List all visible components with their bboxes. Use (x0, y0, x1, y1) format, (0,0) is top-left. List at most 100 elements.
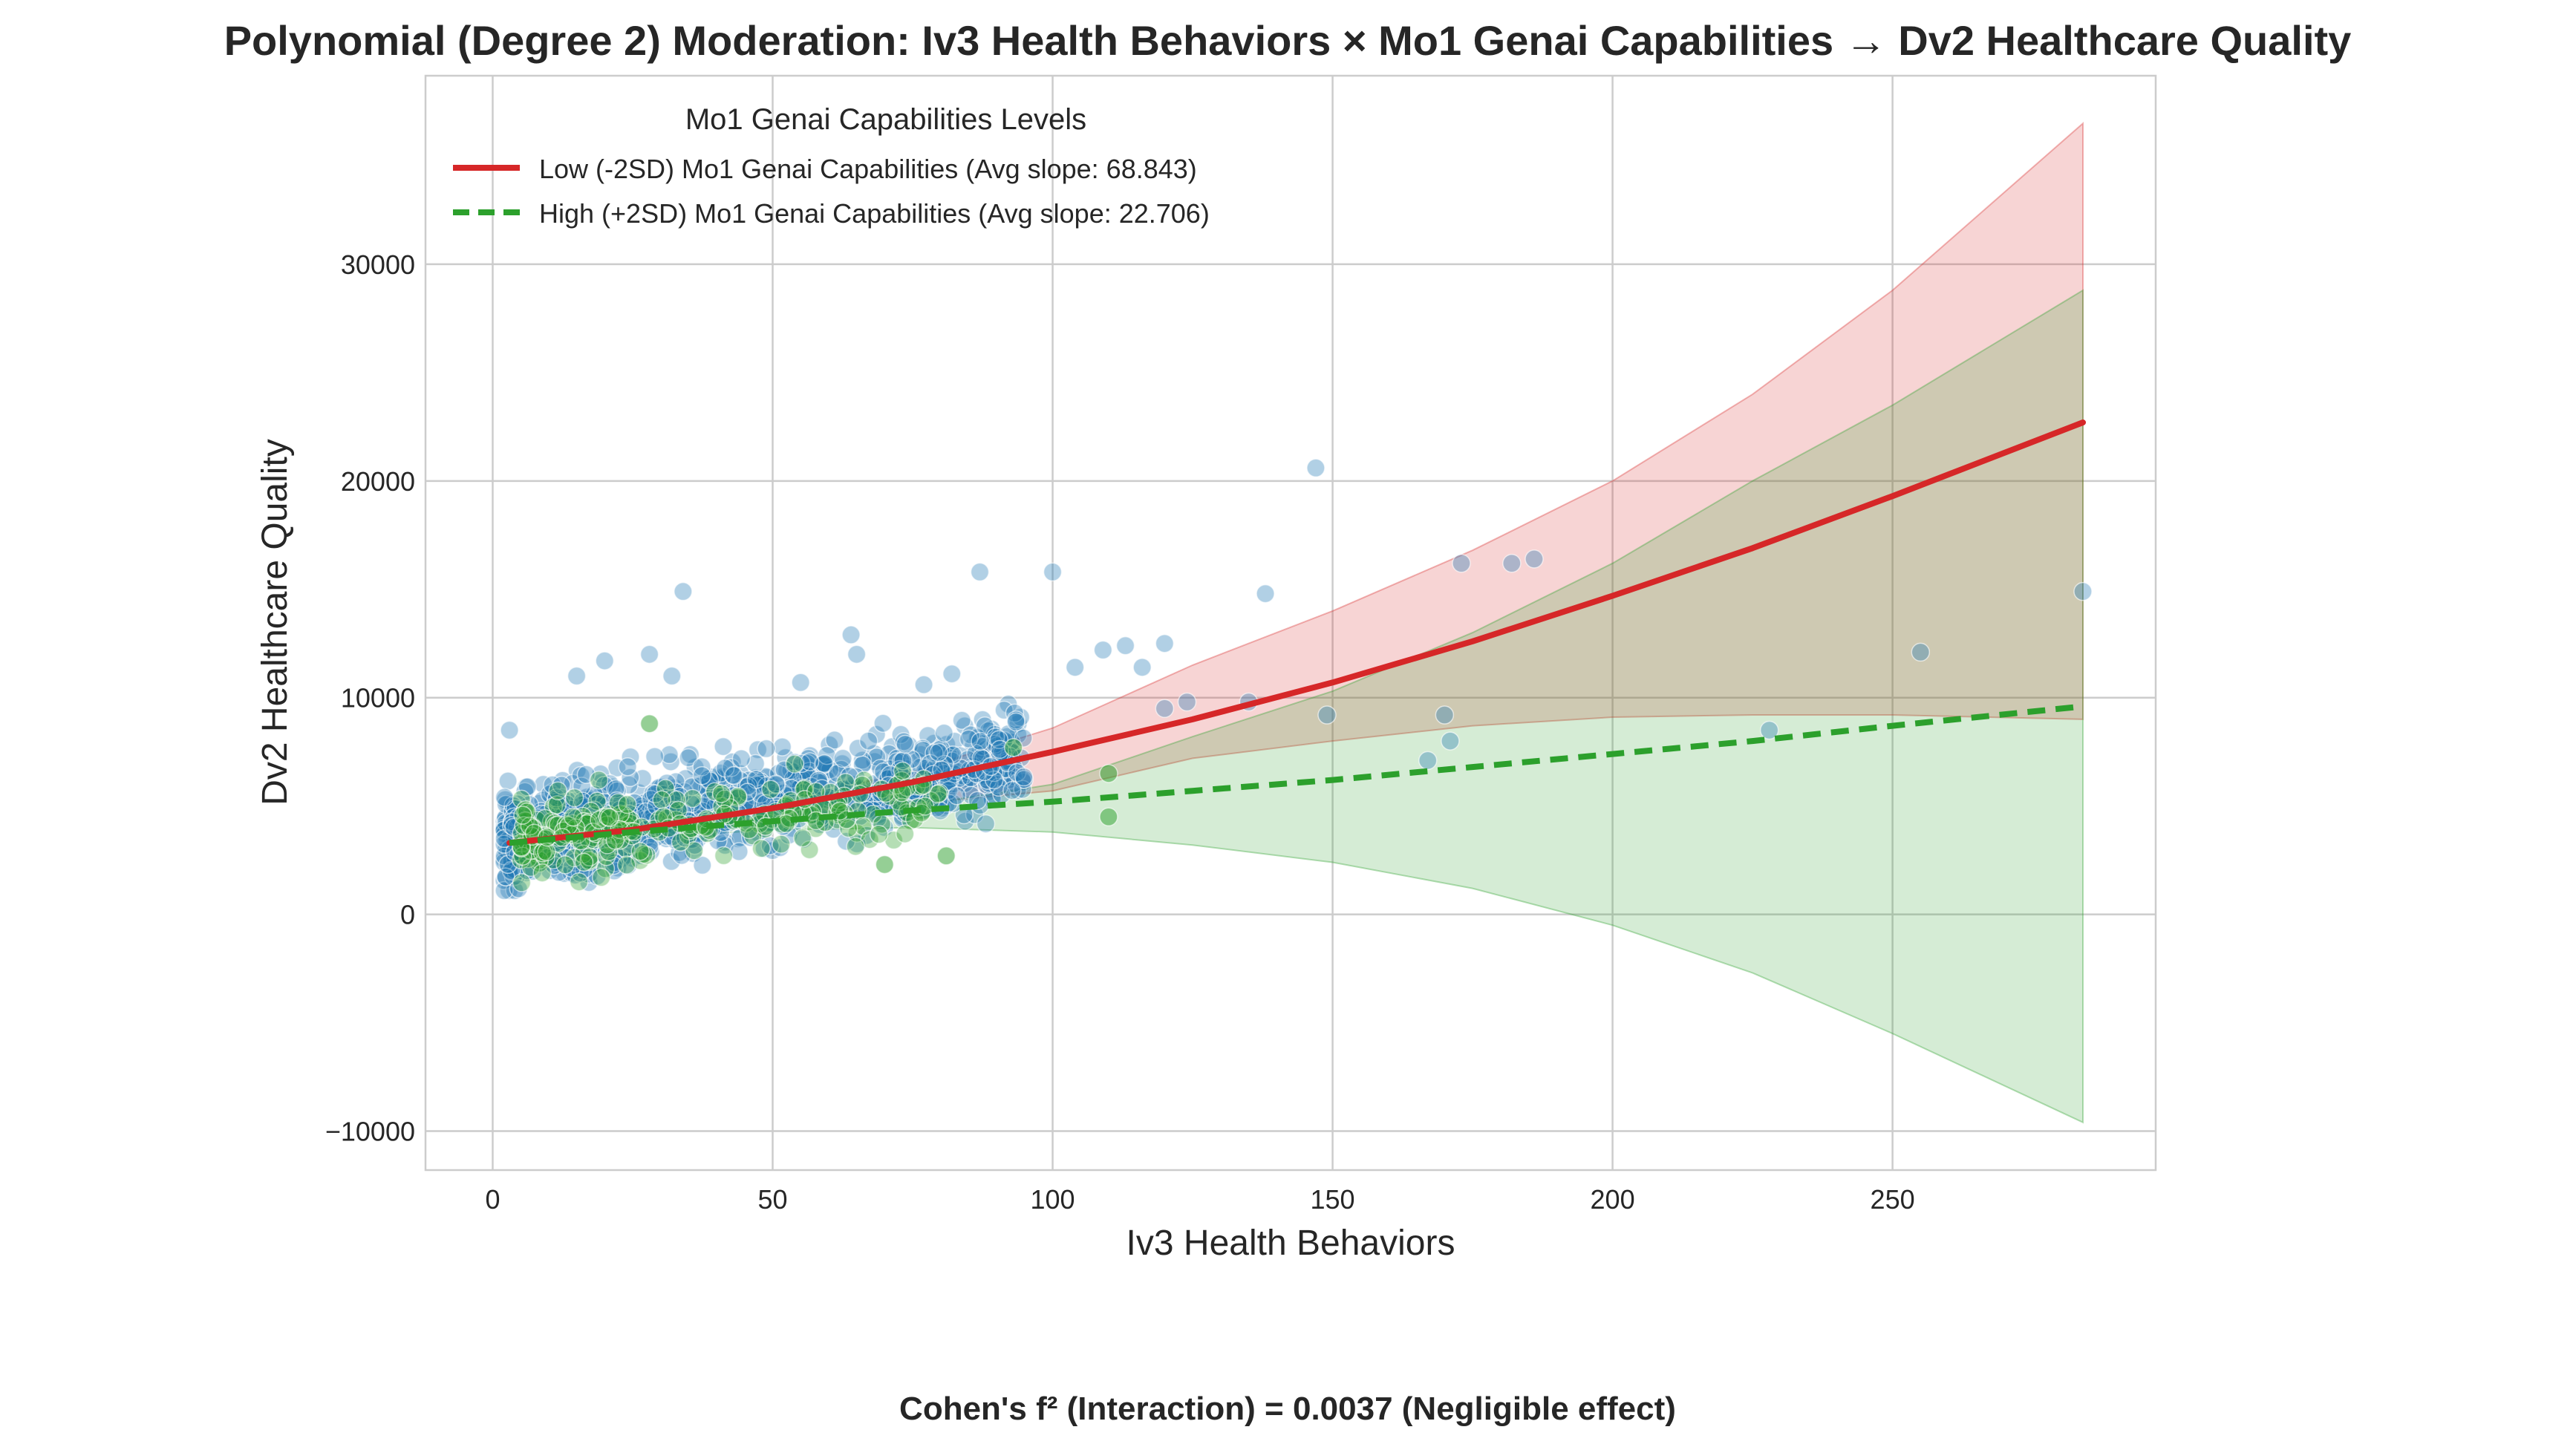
y-tick-label: 0 (400, 900, 415, 930)
plot-area (424, 74, 2157, 1172)
scatter-point-green (598, 807, 618, 826)
scatter-point-green (836, 773, 855, 792)
scatter-point-green (618, 794, 637, 814)
scatter-point-blue (692, 765, 712, 785)
scatter-point-blue (731, 749, 751, 768)
scatter-point-blue (669, 843, 689, 863)
scatter-point-blue (693, 855, 712, 875)
scatter-point-blue (1006, 712, 1025, 732)
scatter-point-green (792, 828, 812, 848)
scatter-point-blue (867, 725, 887, 745)
grid (425, 76, 2156, 1170)
scatter-point-green (893, 761, 913, 781)
x-tick-label: 0 (485, 1184, 500, 1215)
scatter-point-green (547, 795, 567, 814)
scatter-point-blue (852, 751, 873, 770)
scatter-point-green (634, 844, 653, 864)
scatter-point-green (928, 784, 948, 804)
x-tick-label: 150 (1311, 1184, 1355, 1215)
scatter-point-green (714, 846, 734, 866)
scatter-point-green (869, 825, 889, 844)
scatter-point-green (667, 790, 687, 810)
scatter-point-green (532, 863, 552, 883)
scatter-point-blue (852, 755, 873, 775)
scatter-point-blue (934, 723, 954, 743)
scatter-point-green (1003, 738, 1023, 757)
scatter-point-blue (1155, 633, 1175, 653)
scatter-point-blue (775, 760, 794, 780)
scatter-point-blue (498, 771, 518, 791)
scatter-point-blue (571, 765, 590, 785)
scatter-point-green (751, 839, 771, 858)
scatter-point-green (639, 713, 659, 734)
scatter-point-green (589, 770, 609, 790)
scatter-point-blue (1043, 562, 1063, 582)
scatter-point-blue (680, 745, 700, 765)
y-tick-label: −10000 (325, 1116, 415, 1146)
scatter-point-blue (956, 811, 975, 831)
scatter-point-blue (970, 562, 990, 582)
scatter-point-blue (1418, 751, 1438, 771)
scatter-point-green (711, 784, 731, 803)
scatter-point-blue (729, 842, 749, 861)
scatter-point-blue (893, 751, 913, 771)
legend-title: Mo1 Genai Capabilities Levels (685, 103, 1086, 136)
effect-size-footer: Cohen's f² (Interaction) = 0.0037 (Negli… (899, 1391, 1676, 1427)
legend-label-low: Low (-2SD) Mo1 Genai Capabilities (Avg s… (539, 154, 1197, 184)
fit-lines (506, 419, 2086, 846)
scatter-point-blue (1525, 549, 1544, 569)
scatter-point-green (884, 830, 904, 850)
scatter-point-blue (772, 737, 792, 757)
scatter-point-green (616, 855, 636, 875)
scatter-point-blue (1065, 658, 1085, 677)
scatter-point-green (514, 816, 533, 835)
scatter-point-green (555, 855, 575, 875)
scatter-point-blue (572, 777, 592, 796)
scatter-point-blue (679, 748, 698, 768)
scatter-point-green (761, 780, 780, 799)
scatter-point-green (600, 808, 619, 827)
scatter-point-green (772, 834, 791, 854)
low-fit-line (506, 419, 2086, 846)
x-axis-label: Iv3 Health Behaviors (1126, 1224, 1455, 1263)
scatter-point-blue (621, 768, 640, 788)
scatter-point-green (800, 840, 819, 860)
scatter-point-blue (769, 763, 789, 783)
scatter-point-blue (576, 765, 596, 784)
scatter-point-green (574, 852, 594, 872)
scatter-point-green (936, 846, 956, 866)
scatter-point-blue (794, 829, 813, 849)
scatter-point-green (513, 806, 532, 825)
x-tick-label: 200 (1591, 1184, 1635, 1215)
scatter-point-blue (873, 713, 893, 733)
scatter-point-blue (976, 814, 996, 834)
scatter-point-green (785, 754, 804, 774)
scatter-point-blue (791, 673, 810, 693)
scatter-point-blue (985, 727, 1005, 747)
scatter-point-blue (942, 664, 962, 684)
x-tick-label: 250 (1871, 1184, 1915, 1215)
scatter-point-green (795, 779, 815, 798)
scatter-point-blue (645, 747, 665, 766)
scatter-point-green (580, 847, 599, 867)
scatter-point-blue (618, 757, 637, 777)
scatter-point-blue (1759, 720, 1779, 740)
scatter-point-green (875, 855, 895, 875)
scatter-point-blue (746, 754, 766, 774)
scatter-point-blue (1306, 458, 1326, 478)
scatter-point-green (715, 789, 734, 809)
scatter-point-blue (1002, 780, 1022, 800)
scatter-point-blue (552, 775, 571, 795)
scatter-point-green (895, 824, 915, 843)
scatter-point-blue (2073, 581, 2093, 601)
scatter-point-blue (1435, 705, 1455, 725)
scatter-point-blue (841, 625, 861, 644)
y-tick-label: 30000 (341, 249, 415, 280)
scatter-point-blue (1317, 705, 1337, 725)
scatter-point-green (656, 779, 675, 798)
scatter-point-green (569, 872, 589, 892)
scatter-point-blue (929, 742, 948, 762)
y-tick-label: 20000 (341, 466, 415, 497)
scatter-point-blue (567, 666, 587, 686)
scatter-point-blue (737, 783, 757, 802)
